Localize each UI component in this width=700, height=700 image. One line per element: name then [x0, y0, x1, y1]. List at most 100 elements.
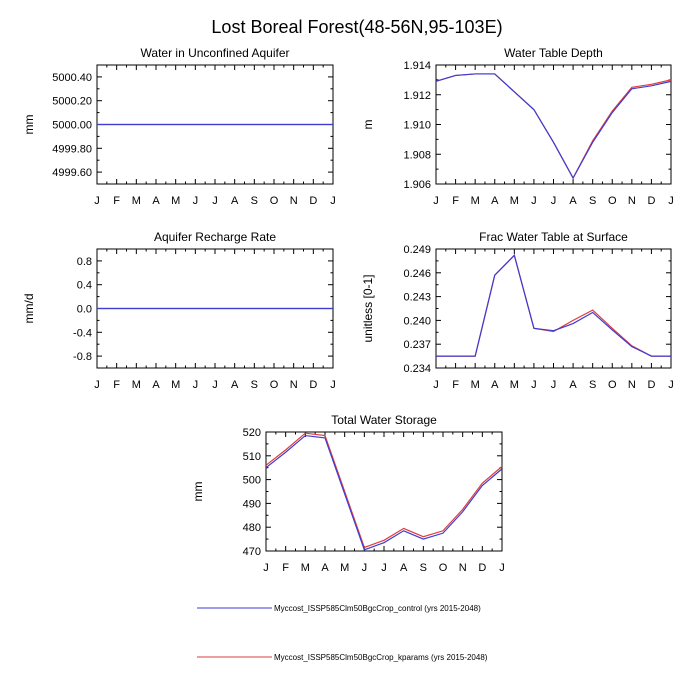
x-tick-label: M — [471, 195, 480, 207]
x-tick-label: M — [301, 562, 310, 574]
x-tick-label: J — [94, 195, 100, 207]
series-line-control — [435, 73, 672, 180]
y-tick-label: 0.237 — [403, 339, 431, 351]
x-tick-label: A — [231, 195, 239, 207]
series-line-control — [265, 434, 503, 551]
x-tick-label: J — [94, 379, 100, 391]
series-line-kparams — [436, 254, 671, 357]
y-tick-label: 490 — [243, 498, 261, 510]
legend-label-kparams: Myccost_ISSP585Clm50BgcCrop_kparams (yrs… — [274, 653, 488, 662]
x-tick-label: A — [400, 562, 408, 574]
x-tick-label: J — [381, 562, 387, 574]
y-axis-label: unitless [0-1] — [361, 274, 375, 342]
x-tick-label: J — [433, 379, 439, 391]
y-axis-label: mm/d — [22, 294, 36, 324]
y-tick-label: 1.908 — [403, 149, 431, 161]
y-axis: 1.906 1.908 1.910 1.912 1.914 — [403, 60, 671, 191]
y-axis: -0.8 -0.4 0.0 0.4 0.8 — [73, 256, 333, 363]
y-tick-label: 510 — [243, 451, 261, 463]
y-tick-label: 1.914 — [403, 60, 431, 72]
plot-frame — [265, 431, 503, 552]
x-tick-label: M — [510, 195, 519, 207]
panel-title: Water Table Depth — [504, 46, 603, 60]
x-tick-label: D — [309, 379, 317, 391]
y-tick-label: -0.8 — [73, 351, 92, 363]
y-tick-label: 0.249 — [403, 244, 431, 256]
y-tick-label: 470 — [243, 546, 261, 558]
y-tick-label: 0.243 — [403, 292, 431, 304]
x-tick-label: J — [263, 562, 269, 574]
y-tick-label: 4999.80 — [52, 143, 92, 155]
y-tick-label: 480 — [243, 522, 261, 534]
x-tick-label: J — [212, 195, 218, 207]
x-tick-label: S — [589, 379, 596, 391]
x-tick-label: A — [231, 379, 239, 391]
panel-title: Aquifer Recharge Rate — [154, 230, 276, 244]
x-tick-label: D — [647, 195, 655, 207]
x-tick-label: J — [531, 195, 537, 207]
x-tick-label: D — [478, 562, 486, 574]
x-tick-label: A — [491, 379, 499, 391]
x-tick-label: A — [569, 379, 577, 391]
legend-label-control: Myccost_ISSP585Clm50BgcCrop_control (yrs… — [274, 604, 481, 613]
x-tick-label: S — [251, 379, 258, 391]
x-tick-label: M — [171, 195, 180, 207]
panel-title: Frac Water Table at Surface — [479, 230, 628, 244]
y-tick-label: 0.0 — [77, 304, 92, 316]
y-axis: 4999.60 4999.80 5000.00 5000.20 5000.40 — [52, 72, 333, 179]
x-tick-label: D — [309, 195, 317, 207]
x-tick-label: F — [452, 379, 459, 391]
x-tick-label: J — [531, 379, 537, 391]
y-axis: 0.234 0.237 0.240 0.243 0.246 0.249 — [403, 244, 671, 375]
x-tick-label: J — [551, 379, 557, 391]
x-tick-label: A — [152, 379, 160, 391]
x-tick-label: N — [628, 195, 636, 207]
x-tick-label: M — [510, 379, 519, 391]
y-axis-label: mm — [22, 115, 36, 135]
x-tick-label: J — [668, 195, 674, 207]
x-tick-label: J — [193, 379, 199, 391]
x-tick-label: M — [132, 379, 141, 391]
x-tick-label: N — [290, 195, 298, 207]
y-tick-label: 1.906 — [403, 179, 431, 191]
series-line-kparams — [435, 73, 672, 180]
plot-frame — [435, 64, 672, 185]
y-tick-label: 5000.20 — [52, 96, 92, 108]
series-line-control — [436, 254, 671, 357]
x-tick-label: O — [270, 195, 279, 207]
x-tick-label: J — [551, 195, 557, 207]
x-tick-label: F — [113, 195, 120, 207]
y-tick-label: 4999.60 — [52, 167, 92, 179]
panel-title: Total Water Storage — [331, 413, 437, 427]
x-tick-label: J — [330, 195, 336, 207]
x-tick-label: O — [270, 379, 279, 391]
x-tick-label: O — [439, 562, 448, 574]
x-tick-label: A — [569, 195, 577, 207]
x-tick-label: D — [647, 379, 655, 391]
y-axis: 470 480 490 500 510 520 — [243, 427, 502, 558]
x-tick-label: M — [340, 562, 349, 574]
y-tick-label: 5000.40 — [52, 72, 92, 84]
x-tick-label: A — [152, 195, 160, 207]
x-tick-label: N — [628, 379, 636, 391]
x-tick-label: J — [330, 379, 336, 391]
x-tick-label: O — [608, 379, 617, 391]
x-tick-label: J — [362, 562, 368, 574]
x-tick-label: J — [668, 379, 674, 391]
x-tick-label: F — [282, 562, 289, 574]
x-tick-label: A — [321, 562, 329, 574]
x-tick-label: F — [452, 195, 459, 207]
plot-frame — [435, 248, 672, 369]
x-tick-label: M — [132, 195, 141, 207]
y-tick-label: 500 — [243, 475, 261, 487]
x-tick-label: J — [433, 195, 439, 207]
y-tick-label: 520 — [243, 427, 261, 439]
y-tick-label: 5000.00 — [52, 120, 92, 132]
